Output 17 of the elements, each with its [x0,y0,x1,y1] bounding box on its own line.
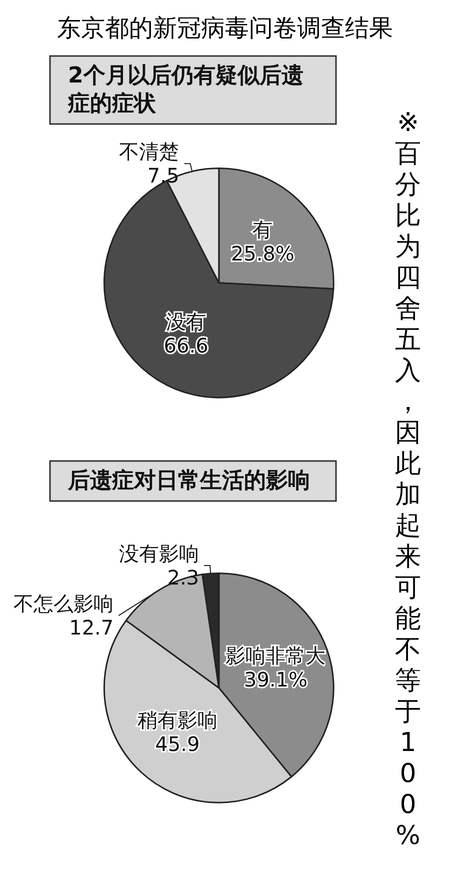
slice-label: 有 [252,217,273,242]
slice-label: 不怎么影响 [14,592,114,616]
data-label: 66.6 [164,334,208,358]
text: ※百分比为四舍五入，因此加起来可能不等于100% [395,108,421,851]
chart-title: 后遗症对日常生活的影响 [67,468,310,494]
slice-label: 影响非常大 [226,644,326,668]
data-label: 25.8% [230,241,294,266]
data-label: 39.1% [244,668,308,692]
data-label: 45.9 [155,732,200,756]
slice-label: 稍有影响 [137,708,218,732]
chart-subtitle: 2个月以后仍有疑似后遗症的症状 [67,64,304,116]
chart-title: 东京都的新冠病毒问卷调查结果 [56,13,394,44]
data-label: 7.5 [147,164,180,188]
slice-label: 没有 [166,310,206,334]
slice-label: 没有影响 [119,542,200,566]
data-label: 12.7 [69,616,114,640]
slice-label: 不清楚 [119,140,180,164]
